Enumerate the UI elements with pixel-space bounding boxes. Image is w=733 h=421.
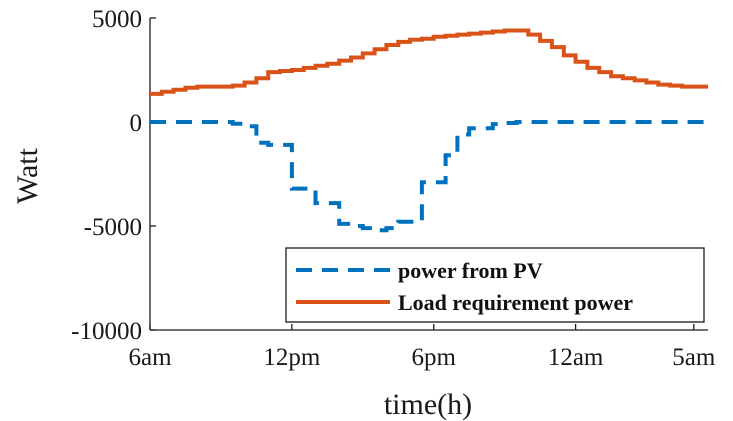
y-tick-label: -5000 (84, 214, 142, 241)
legend-box (285, 247, 705, 323)
series-layer (150, 28, 708, 233)
legend-label-pv: power from PV (398, 258, 543, 283)
series-line-pv (150, 120, 708, 233)
axes-frame (149, 18, 708, 331)
y-tick-label: 5000 (92, 6, 142, 33)
legend: power from PV Load requirement power (285, 247, 705, 323)
y-axis-title: Watt (11, 147, 44, 204)
x-tick-label: 12am (548, 344, 604, 371)
x-tick-label: 12pm (263, 344, 321, 371)
x-tick-label: 6pm (412, 344, 457, 371)
y-tick-label: 0 (130, 110, 143, 137)
x-axis-title: time(h) (384, 388, 472, 421)
x-tick-label: 6am (128, 344, 172, 371)
y-tick-label: -10000 (71, 318, 142, 345)
x-ticks: 6am 12pm 6pm 12am 5am (128, 324, 716, 371)
legend-label-load: Load requirement power (398, 290, 633, 315)
y-ticks: 5000 0 -5000 -10000 (71, 6, 156, 345)
x-tick-label: 5am (672, 344, 716, 371)
series-line-load (150, 28, 708, 96)
